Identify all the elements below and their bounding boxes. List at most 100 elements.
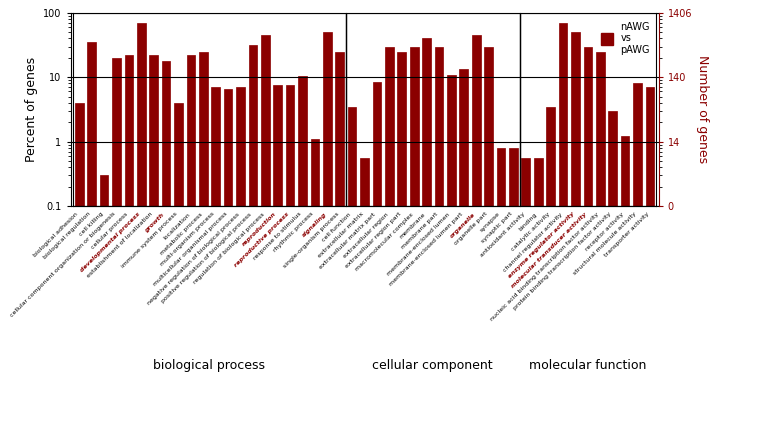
Bar — [372, 82, 381, 429]
Text: developmental process: developmental process — [80, 211, 141, 273]
Text: localization: localization — [162, 211, 191, 240]
Text: response to stimulus: response to stimulus — [252, 211, 303, 261]
Text: structural molecule activity: structural molecule activity — [572, 211, 637, 276]
Bar — [125, 55, 133, 429]
Text: cellular process: cellular process — [90, 211, 129, 250]
Text: extracellular region: extracellular region — [343, 211, 390, 259]
Text: extracellular matrix: extracellular matrix — [317, 211, 365, 259]
Text: organelle part: organelle part — [454, 211, 488, 247]
Bar — [212, 87, 220, 429]
Bar — [360, 158, 369, 429]
Bar — [459, 69, 468, 429]
Bar — [608, 111, 617, 429]
Text: cell function: cell function — [321, 211, 352, 242]
Bar — [546, 106, 555, 429]
Bar — [447, 75, 456, 429]
Text: molecular function: molecular function — [529, 359, 647, 372]
Bar — [236, 87, 245, 429]
Text: rhythmic process: rhythmic process — [273, 211, 315, 254]
Bar — [645, 87, 654, 429]
Bar — [497, 148, 506, 429]
Bar — [286, 85, 295, 429]
Text: enzyme regulator activity: enzyme regulator activity — [507, 211, 575, 279]
Text: transporter activity: transporter activity — [603, 211, 650, 258]
Text: negative regulation of biological process: negative regulation of biological proces… — [147, 211, 241, 305]
Text: multi-organism process: multi-organism process — [160, 211, 216, 267]
Bar — [410, 46, 419, 429]
Text: reproduction: reproduction — [241, 211, 278, 248]
Text: extracellular matrix part: extracellular matrix part — [319, 211, 377, 270]
Text: cellular component organization or biogenesis: cellular component organization or bioge… — [9, 211, 117, 318]
Y-axis label: Percent of genes: Percent of genes — [24, 57, 38, 162]
Text: organelle: organelle — [449, 211, 476, 239]
Text: positive regulation of biological process: positive regulation of biological proces… — [161, 211, 253, 304]
Text: growth: growth — [145, 211, 166, 233]
Bar — [596, 51, 604, 429]
Text: establishment of localization: establishment of localization — [86, 211, 154, 279]
Bar — [583, 46, 592, 429]
Bar — [559, 23, 568, 429]
Bar — [633, 84, 642, 429]
Bar — [310, 139, 319, 429]
Text: reproductive process: reproductive process — [234, 211, 290, 268]
Bar — [223, 89, 232, 429]
Bar — [534, 158, 543, 429]
Text: immune system process: immune system process — [121, 211, 179, 269]
Text: membrane: membrane — [398, 211, 426, 239]
Text: membrane part: membrane part — [401, 211, 439, 250]
Bar — [187, 55, 195, 429]
Bar — [137, 23, 146, 429]
Text: nucleic acid binding transcription factor activity: nucleic acid binding transcription facto… — [490, 211, 601, 322]
Text: protein binding transcription factor activity: protein binding transcription factor act… — [513, 211, 612, 311]
Text: catalytic activity: catalytic activity — [510, 211, 550, 252]
Text: membrane-enclosed lumen: membrane-enclosed lumen — [387, 211, 452, 276]
Text: binding: binding — [518, 211, 539, 232]
Text: channel regulator activity: channel regulator activity — [502, 211, 563, 272]
Text: single-organism process: single-organism process — [282, 211, 339, 269]
Text: synapse: synapse — [479, 211, 501, 233]
Bar — [162, 61, 170, 429]
Text: cellular component: cellular component — [372, 359, 493, 372]
Text: multicellular organismal process: multicellular organismal process — [152, 211, 228, 287]
Bar — [385, 46, 394, 429]
Text: metabolic process: metabolic process — [159, 211, 203, 256]
Text: cell killing: cell killing — [78, 211, 104, 237]
Bar — [397, 51, 406, 429]
Text: molecular transducer activity: molecular transducer activity — [510, 211, 588, 289]
Bar — [621, 136, 630, 429]
Bar — [485, 46, 493, 429]
Bar — [571, 32, 580, 429]
Bar — [261, 35, 270, 429]
Bar — [249, 45, 257, 429]
Legend: nAWG
vs
pAWG: nAWG vs pAWG — [597, 18, 654, 59]
Bar — [472, 35, 481, 429]
Text: biological process: biological process — [154, 359, 266, 372]
Bar — [434, 46, 443, 429]
Bar — [323, 32, 332, 429]
Bar — [336, 51, 344, 429]
Text: extracellular region part: extracellular region part — [344, 211, 401, 269]
Text: biological regulation: biological regulation — [42, 211, 92, 260]
Bar — [274, 85, 282, 429]
Text: macromolecular complex: macromolecular complex — [354, 211, 414, 272]
Bar — [87, 42, 96, 429]
Y-axis label: Number of genes: Number of genes — [695, 55, 709, 163]
Bar — [348, 106, 357, 429]
Bar — [75, 103, 84, 429]
Text: membrane-enclosed lumen part: membrane-enclosed lumen part — [388, 211, 464, 287]
Bar — [100, 175, 108, 429]
Bar — [149, 55, 158, 429]
Bar — [423, 39, 431, 429]
Bar — [521, 158, 530, 429]
Bar — [174, 103, 183, 429]
Text: antioxidant activity: antioxidant activity — [479, 211, 526, 258]
Bar — [298, 76, 307, 429]
Text: signaling: signaling — [301, 211, 328, 238]
Text: receptor activity: receptor activity — [585, 211, 625, 252]
Text: biological adhesion: biological adhesion — [33, 211, 79, 258]
Text: regulation of biological process: regulation of biological process — [192, 211, 265, 285]
Bar — [112, 58, 121, 429]
Text: synaptic part: synaptic part — [481, 211, 514, 245]
Bar — [199, 51, 208, 429]
Bar — [509, 148, 517, 429]
